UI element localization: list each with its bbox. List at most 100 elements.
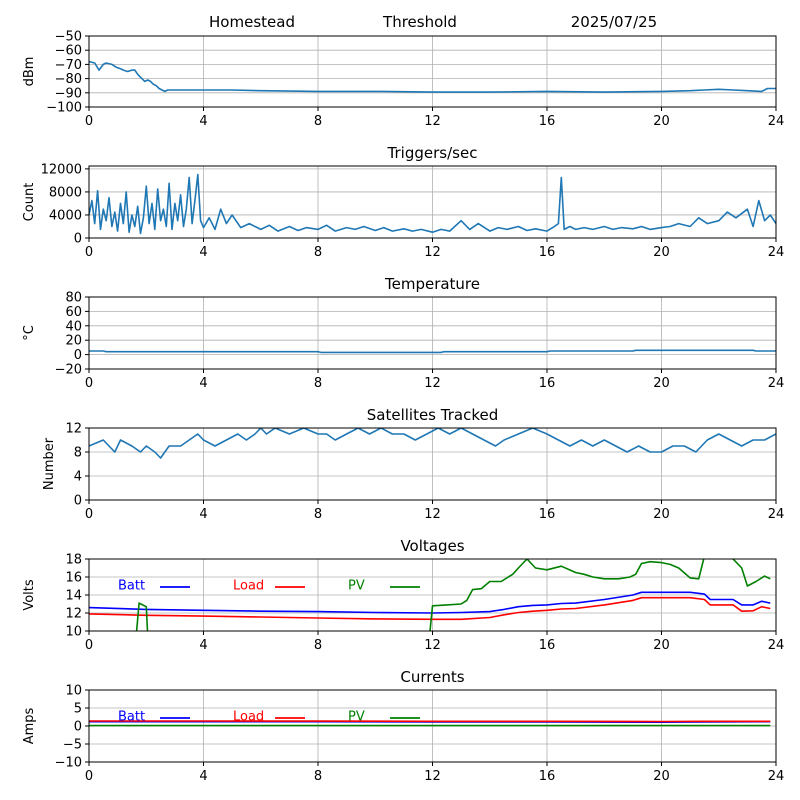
x-tick-label: 4 (199, 507, 207, 522)
x-tick-label: 0 (85, 245, 93, 260)
x-tick-label: 8 (314, 114, 322, 129)
x-tick-label: 16 (539, 114, 556, 129)
y-tick-label: 20 (65, 334, 82, 349)
y-axis-label: Number (42, 437, 57, 490)
y-tick-label: 4 (74, 470, 82, 485)
legend-label-pv: PV (348, 579, 365, 594)
x-tick-label: 16 (539, 376, 556, 391)
y-tick-label: −70 (55, 58, 82, 73)
y-tick-label: 0 (74, 348, 82, 363)
x-tick-label: 16 (539, 769, 556, 784)
x-tick-label: 4 (199, 114, 207, 129)
y-tick-label: 10 (65, 684, 82, 699)
x-tick-label: 12 (424, 507, 441, 522)
legend-label-batt: Batt (118, 710, 145, 725)
x-tick-label: 8 (314, 245, 322, 260)
x-tick-label: 20 (653, 638, 670, 653)
y-tick-label: −80 (55, 72, 82, 87)
station-name: Homestead (209, 13, 295, 31)
y-tick-label: 40 (65, 319, 82, 334)
chart-title: Triggers/sec (387, 144, 478, 162)
y-axis-label: Count (22, 183, 37, 222)
x-tick-label: 20 (653, 245, 670, 260)
y-tick-label: 16 (65, 571, 82, 586)
x-tick-label: 20 (653, 376, 670, 391)
x-tick-label: 12 (424, 114, 441, 129)
legend-label-load: Load (233, 579, 264, 594)
plot-area (89, 60, 776, 93)
x-tick-label: 8 (314, 638, 322, 653)
x-tick-label: 4 (199, 245, 207, 260)
legend-label-batt: Batt (118, 579, 145, 594)
y-tick-label: 80 (65, 291, 82, 306)
x-tick-label: 24 (768, 114, 785, 129)
legend-label-load: Load (233, 710, 264, 725)
y-tick-label: 8 (74, 446, 82, 461)
y-tick-label: 0 (74, 232, 82, 247)
chart-panel-satellites-tracked: 0 4 8 12 16 20 24 0 4 8 12 Satellites Tracked Number (42, 406, 784, 522)
y-axis-label: Volts (22, 579, 37, 611)
x-tick-label: 24 (768, 376, 785, 391)
x-tick-label: 0 (85, 114, 93, 129)
y-tick-label: 12 (65, 607, 82, 622)
report-date: 2025/07/25 (571, 13, 657, 31)
plot-area (89, 559, 771, 631)
x-tick-label: 16 (539, 245, 556, 260)
y-tick-label: −50 (55, 30, 82, 45)
x-tick-label: 16 (539, 507, 556, 522)
chart-title: Currents (400, 668, 464, 686)
mode-label: Threshold (382, 13, 457, 31)
x-tick-label: 12 (424, 769, 441, 784)
x-tick-label: 0 (85, 507, 93, 522)
chart-panel-voltages: 0 4 8 12 16 20 24 10 12 14 16 18 Voltages Volts Batt Lo… (22, 537, 784, 653)
chart-panel-currents: 0 4 8 12 16 20 24 −10 −5 0 5 10 Currents Amps Batt Load… (22, 668, 784, 784)
y-tick-label: 18 (65, 553, 82, 568)
x-tick-label: 16 (539, 638, 556, 653)
series-line (89, 428, 776, 459)
y-tick-label: 8000 (49, 185, 82, 200)
y-tick-label: −90 (55, 86, 82, 101)
x-tick-label: 12 (424, 638, 441, 653)
y-tick-label: 60 (65, 305, 82, 320)
x-tick-label: 8 (314, 376, 322, 391)
x-tick-label: 20 (653, 114, 670, 129)
chart-panel-triggers-sec: 0 4 8 12 16 20 24 0 4000 8000 12000 Triggers/sec Cou… (22, 144, 784, 260)
x-tick-label: 0 (85, 769, 93, 784)
x-tick-label: 24 (768, 245, 785, 260)
y-tick-label: 0 (74, 494, 82, 509)
series-line-pv (135, 559, 771, 631)
y-tick-label: 12 (65, 422, 82, 437)
y-tick-label: 14 (65, 589, 82, 604)
plot-area (89, 428, 776, 459)
plot-area (89, 349, 776, 354)
x-tick-label: 0 (85, 638, 93, 653)
series-line (89, 349, 776, 354)
series-line-load (89, 720, 771, 723)
x-tick-label: 20 (653, 769, 670, 784)
x-tick-label: 24 (768, 769, 785, 784)
y-axis-label: dBm (22, 57, 37, 87)
chart-title: Satellites Tracked (367, 406, 498, 424)
y-tick-label: 10 (65, 625, 82, 640)
y-tick-label: 12000 (41, 162, 82, 177)
chart-title: Temperature (384, 275, 480, 293)
chart-title: Voltages (400, 537, 464, 555)
y-tick-label: −5 (63, 738, 82, 753)
series-line (89, 173, 776, 235)
y-tick-label: 5 (74, 702, 82, 717)
y-axis-label: °C (22, 325, 37, 341)
x-tick-label: 20 (653, 507, 670, 522)
y-tick-label: −100 (46, 101, 82, 116)
y-tick-label: −60 (55, 44, 82, 59)
y-tick-label: −10 (55, 756, 82, 771)
series-line (89, 60, 776, 93)
x-tick-label: 8 (314, 769, 322, 784)
x-tick-label: 0 (85, 376, 93, 391)
x-tick-label: 8 (314, 507, 322, 522)
y-tick-label: 0 (74, 720, 82, 735)
y-tick-label: 4000 (49, 208, 82, 223)
x-tick-label: 4 (199, 376, 207, 391)
series-line-load (89, 596, 771, 621)
y-tick-label: −20 (55, 363, 82, 378)
